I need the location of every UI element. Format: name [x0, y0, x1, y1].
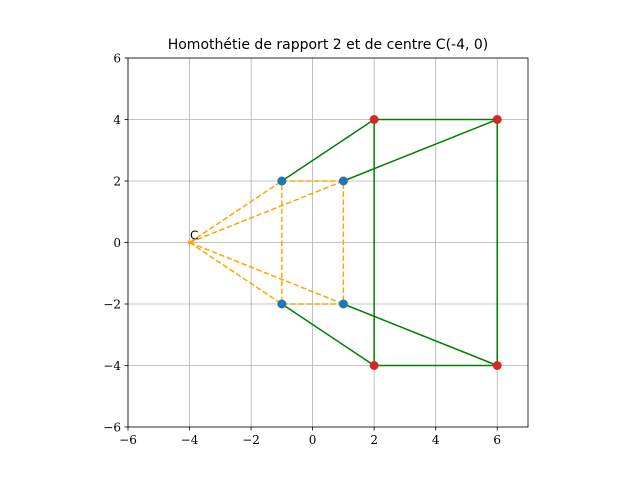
- original-point-0: [277, 176, 287, 186]
- x-tick-label-5: 4: [432, 433, 440, 447]
- original-point-3: [277, 299, 287, 309]
- y-tick-label-3: 0: [113, 236, 121, 250]
- x-tick-label-6: 6: [493, 433, 501, 447]
- x-tick-label-3: 0: [309, 433, 317, 447]
- plot-area: C −6 −4 −2 0 2 4 6 −6 −4 −2 0 2 4 6: [103, 52, 529, 447]
- construction-ray-3: [189, 241, 283, 305]
- image-point-0: [369, 115, 379, 124]
- image-point-2: [492, 361, 502, 370]
- homothety-ray-1: [343, 118, 498, 182]
- homothety-ray-2: [343, 303, 498, 367]
- homothety-ray-0: [281, 118, 375, 182]
- x-tick-label-2: −2: [242, 433, 260, 447]
- y-tick-label-2: −2: [103, 298, 121, 312]
- construction-ray-1: [189, 180, 344, 244]
- x-tick-label-0: −6: [119, 433, 137, 447]
- y-tick-label-0: −6: [103, 421, 121, 435]
- y-tick-label-5: 4: [113, 113, 121, 127]
- center-label: C: [190, 229, 198, 243]
- y-tick-label-1: −4: [103, 359, 121, 373]
- y-tick-label-6: 6: [113, 52, 121, 66]
- original-point-2: [338, 299, 348, 309]
- x-tick-label-4: 2: [370, 433, 378, 447]
- y-tick-label-4: 2: [113, 175, 121, 189]
- construction-ray-2: [189, 241, 344, 305]
- center-point: [187, 240, 192, 245]
- original-point-1: [338, 176, 348, 186]
- image-point-1: [492, 115, 502, 124]
- construction-ray-0: [189, 180, 283, 244]
- x-tick-label-1: −4: [181, 433, 199, 447]
- homothety-ray-3: [281, 303, 375, 367]
- image-point-3: [369, 361, 379, 370]
- chart-title: Homothétie de rapport 2 et de centre C(-…: [168, 37, 489, 53]
